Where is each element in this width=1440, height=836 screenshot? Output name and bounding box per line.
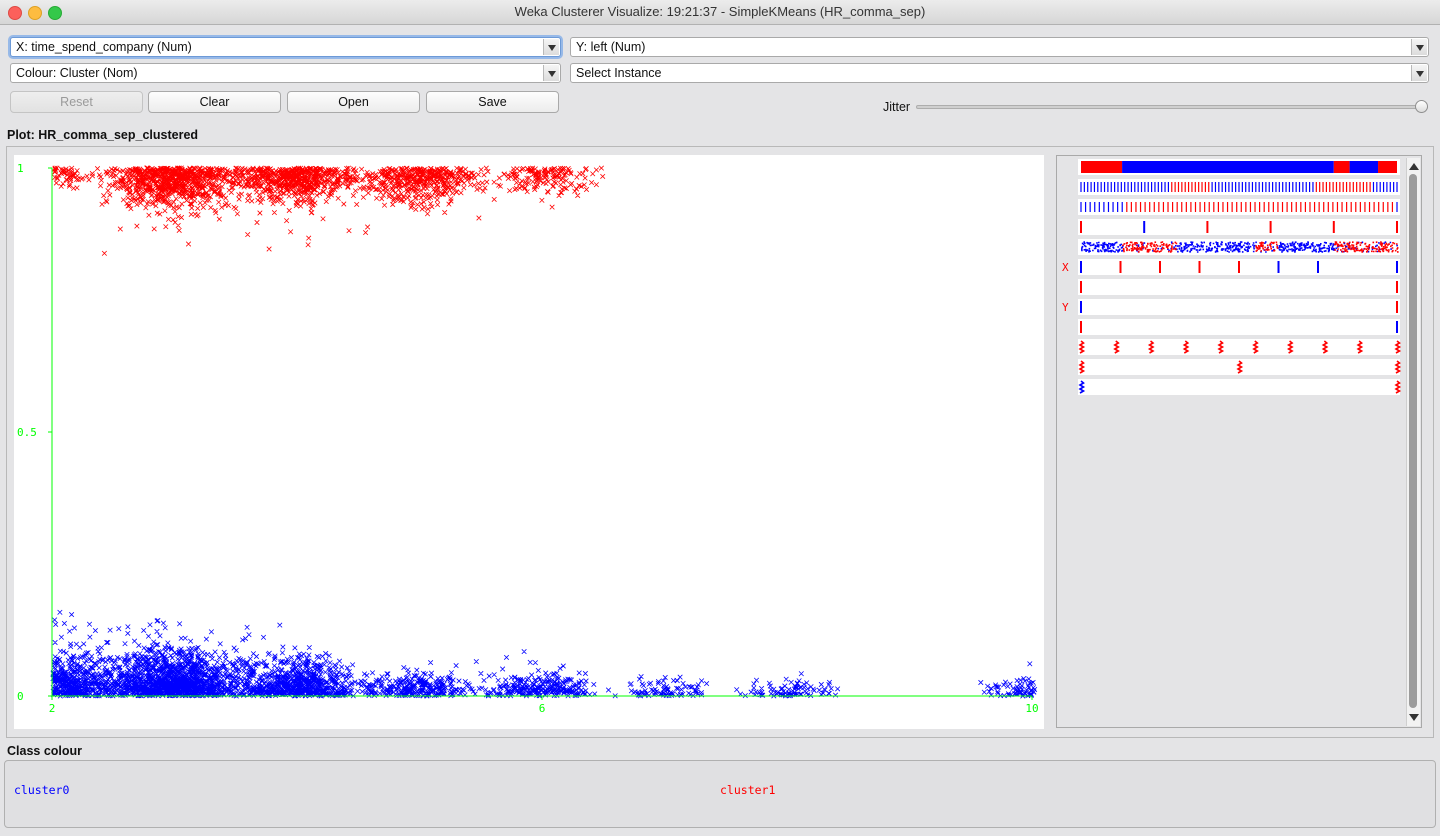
attribute-bar[interactable] bbox=[1078, 379, 1400, 395]
point-group-cluster1-x5[interactable] bbox=[334, 165, 497, 230]
scroll-up-icon[interactable] bbox=[1409, 163, 1419, 170]
bar-squiggle bbox=[1252, 340, 1259, 354]
x-tick-label: 10 bbox=[1025, 702, 1038, 715]
chevron-down-icon[interactable] bbox=[1411, 65, 1427, 81]
jitter-slider-thumb[interactable] bbox=[1415, 100, 1428, 113]
chevron-down-icon[interactable] bbox=[1411, 39, 1427, 55]
x-tick-label: 2 bbox=[49, 702, 56, 715]
attribute-bar[interactable] bbox=[1078, 339, 1400, 355]
bar-noise-red bbox=[1122, 241, 1399, 253]
bar-squiggle bbox=[1078, 360, 1086, 374]
bar-segment bbox=[1081, 161, 1123, 173]
y-tick-label: 0.5 bbox=[17, 426, 37, 439]
clear-button[interactable]: Clear bbox=[148, 91, 281, 113]
bar-squiggle bbox=[1182, 340, 1190, 354]
attribute-bars[interactable]: XY bbox=[1062, 157, 1406, 397]
bar-segment bbox=[1122, 161, 1334, 173]
open-button[interactable]: Open bbox=[287, 91, 420, 113]
bar-squiggle bbox=[1394, 360, 1402, 374]
scatter-points bbox=[50, 165, 1038, 699]
point-group-cluster1-x3[interactable] bbox=[89, 165, 257, 256]
point-group-cluster0-x10[interactable] bbox=[978, 661, 1038, 699]
window-title: Weka Clusterer Visualize: 19:21:37 - Sim… bbox=[514, 4, 926, 19]
bar-squiggle bbox=[1356, 340, 1364, 354]
x-axis-select-value: X: time_spend_company (Num) bbox=[16, 40, 192, 54]
bar-segment bbox=[1378, 161, 1397, 173]
point-group-cluster1-x2[interactable] bbox=[52, 165, 112, 191]
point-group-cluster1-x6[interactable] bbox=[467, 165, 606, 210]
scroll-down-icon[interactable] bbox=[1409, 714, 1419, 721]
y-axis-select[interactable]: Y: left (Num) bbox=[570, 37, 1429, 57]
point-group-cluster0-x7[interactable] bbox=[612, 674, 710, 699]
bar-segment bbox=[1349, 161, 1379, 173]
instance-select-value: Select Instance bbox=[576, 66, 662, 80]
reset-button[interactable]: Reset bbox=[10, 91, 143, 113]
minimize-window-icon[interactable] bbox=[28, 6, 42, 20]
y-axis-select-value: Y: left (Num) bbox=[576, 40, 646, 54]
bar-squiggle bbox=[1113, 340, 1120, 354]
point-group-cluster0-x8[interactable] bbox=[734, 671, 841, 699]
attribute-bar[interactable] bbox=[1078, 299, 1400, 315]
attribute-bar[interactable] bbox=[1078, 279, 1400, 295]
legend-item-cluster0[interactable]: cluster0 bbox=[14, 783, 70, 797]
attribute-bar[interactable] bbox=[1078, 219, 1400, 235]
legend-item-cluster1[interactable]: cluster1 bbox=[720, 783, 776, 797]
scatter-plot[interactable]: 1 0.5 0 2 6 10 bbox=[14, 155, 1044, 729]
bar-squiggle bbox=[1394, 380, 1402, 394]
instance-select[interactable]: Select Instance bbox=[570, 63, 1429, 83]
bar-squiggle bbox=[1078, 380, 1086, 394]
chevron-down-icon[interactable] bbox=[543, 39, 559, 55]
y-axis-marker: Y bbox=[1062, 301, 1069, 314]
save-button[interactable]: Save bbox=[426, 91, 559, 113]
close-window-icon[interactable] bbox=[8, 6, 22, 20]
scrollbar-thumb[interactable] bbox=[1409, 174, 1417, 708]
bar-squiggle bbox=[1147, 340, 1155, 354]
point-group-cluster1-x4[interactable] bbox=[221, 165, 370, 252]
class-colour-label: Class colour bbox=[7, 744, 83, 758]
plot-axes: 1 0.5 0 2 6 10 bbox=[17, 162, 1039, 715]
bar-squiggle bbox=[1321, 340, 1329, 354]
jitter-slider-track[interactable] bbox=[916, 105, 1428, 109]
maximize-window-icon[interactable] bbox=[48, 6, 62, 20]
bar-squiggle bbox=[1286, 340, 1294, 354]
bar-squiggle bbox=[1394, 340, 1402, 354]
point-group-cluster0-x5[interactable] bbox=[352, 659, 491, 699]
attribute-bar[interactable] bbox=[1078, 359, 1400, 375]
y-tick-label: 1 bbox=[17, 162, 24, 175]
point-group-cluster0-x3[interactable] bbox=[85, 617, 259, 699]
x-tick-label: 6 bbox=[539, 702, 546, 715]
x-axis-select[interactable]: X: time_spend_company (Num) bbox=[10, 37, 561, 57]
attribute-scrollbar[interactable] bbox=[1406, 158, 1420, 726]
colour-select[interactable]: Colour: Cluster (Nom) bbox=[10, 63, 561, 83]
y-tick-label: 0 bbox=[17, 690, 24, 703]
bar-segment bbox=[1333, 161, 1350, 173]
legend-panel bbox=[4, 760, 1436, 828]
bar-squiggle bbox=[1217, 340, 1225, 354]
bar-squiggle bbox=[1078, 340, 1086, 354]
attribute-bar[interactable] bbox=[1078, 319, 1400, 335]
bar-noise-blue bbox=[1081, 241, 1398, 253]
colour-select-value: Colour: Cluster (Nom) bbox=[16, 66, 138, 80]
window-titlebar: Weka Clusterer Visualize: 19:21:37 - Sim… bbox=[0, 0, 1440, 25]
x-axis-marker: X bbox=[1062, 261, 1069, 274]
chevron-down-icon[interactable] bbox=[543, 65, 559, 81]
plot-label: Plot: HR_comma_sep_clustered bbox=[7, 128, 199, 142]
jitter-label: Jitter bbox=[883, 100, 911, 114]
point-group-cluster0-x6[interactable] bbox=[476, 649, 612, 699]
bar-squiggle bbox=[1236, 360, 1244, 374]
